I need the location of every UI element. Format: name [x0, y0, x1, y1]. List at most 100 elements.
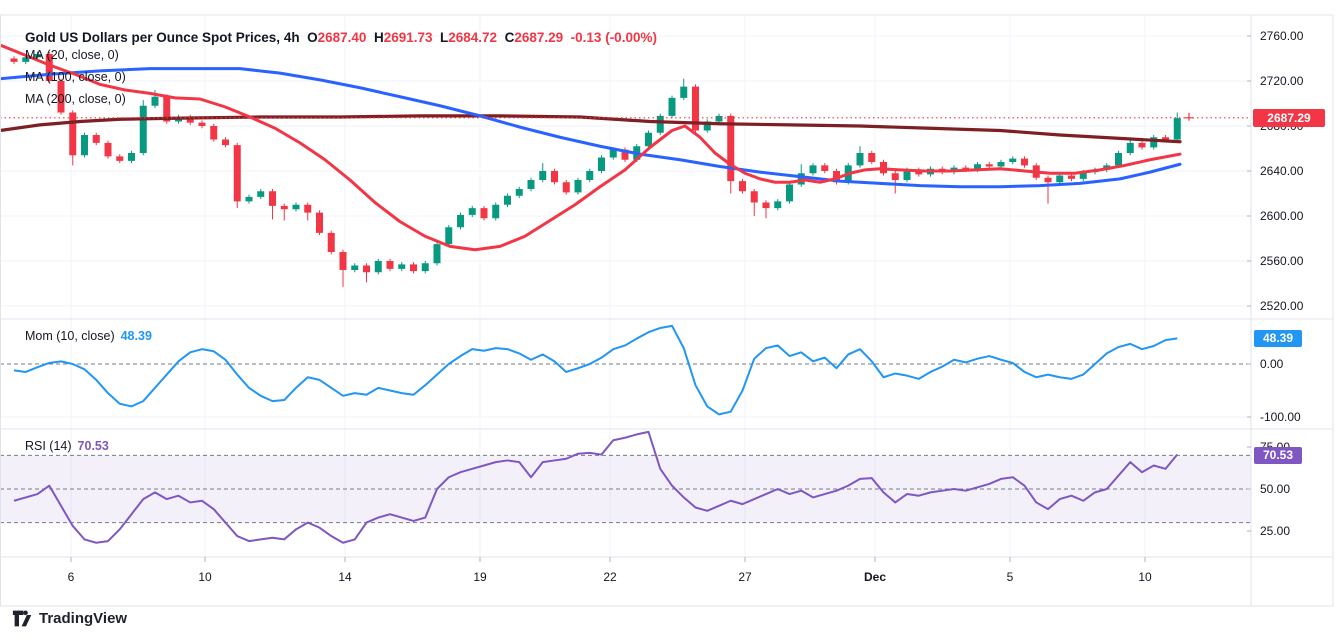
legend-ma200[interactable]: MA (200, close, 0): [25, 92, 126, 106]
candle-body: [715, 115, 723, 122]
ma100-line: [0, 67, 1182, 189]
candle-body: [1115, 153, 1122, 166]
candle-body: [645, 132, 652, 147]
momentum-value: 48.39: [120, 329, 152, 343]
candle-body: [609, 149, 617, 158]
candle-body: [186, 117, 194, 123]
candle-body: [421, 263, 429, 272]
time-axis-label: 19: [473, 570, 487, 584]
candle-body: [551, 171, 558, 183]
candle-body: [750, 191, 758, 203]
candle-body: [398, 264, 406, 269]
candle-body: [621, 149, 629, 160]
candle-body: [774, 201, 782, 209]
candle-body: [668, 97, 676, 116]
candle-body: [410, 264, 417, 272]
time-axis-label: 22: [603, 570, 617, 584]
candle-body: [163, 96, 171, 122]
candle-body: [316, 212, 323, 233]
tradingview-watermark[interactable]: TradingView: [12, 608, 127, 629]
low-value: 2684.72: [448, 30, 498, 45]
time-axis-label: 14: [338, 570, 352, 584]
candle-body: [69, 112, 77, 156]
candle-body: [797, 173, 805, 185]
candle-body: [34, 54, 41, 58]
price-axis-label: 2640.00: [1260, 164, 1304, 178]
candle-body: [903, 169, 911, 180]
candle-body: [1173, 118, 1181, 140]
candle-body: [374, 261, 382, 273]
price-axis-label: 2560.00: [1260, 254, 1304, 268]
candle-body: [233, 145, 241, 202]
ma20-line: [0, 43, 1182, 252]
legend-ma100[interactable]: MA (100, close, 0): [25, 70, 126, 84]
candle-body: [809, 165, 817, 174]
candle-body: [962, 167, 970, 170]
momentum-label: Mom (10, close): [25, 329, 115, 343]
candle-body: [1079, 172, 1087, 179]
candle-body: [269, 191, 276, 206]
candle-body: [739, 181, 746, 192]
candle-body: [45, 54, 53, 81]
tradingview-logo-icon: [12, 610, 32, 627]
rsi-line: [13, 430, 1179, 544]
rsi-legend[interactable]: RSI (14) 70.53: [25, 439, 109, 453]
candle-body: [692, 86, 699, 131]
time-axis-label: 6: [67, 570, 75, 584]
candle-body: [527, 180, 535, 189]
candle-body: [10, 58, 18, 62]
close-value: 2687.29: [514, 30, 564, 45]
candle-body: [727, 115, 735, 182]
candle-body: [504, 195, 511, 205]
candle-body: [468, 208, 476, 215]
time-axis-label: Dec: [863, 570, 887, 584]
price-axis-label: 2520.00: [1260, 299, 1304, 313]
candle-body: [856, 153, 864, 166]
open-label: O: [307, 30, 318, 45]
time-axis-label: 10: [1138, 570, 1152, 584]
candle-body: [363, 265, 370, 273]
candle-body: [22, 57, 30, 62]
candle-body: [116, 156, 124, 161]
momentum-line: [13, 324, 1178, 416]
symbol-title[interactable]: Gold US Dollars per Ounce Spot Prices, 4…: [25, 30, 300, 45]
momentum-legend[interactable]: Mom (10, close) 48.39: [25, 329, 152, 343]
rsi-axis-label: 50.00: [1260, 482, 1291, 496]
candle-body: [198, 122, 206, 126]
candle-body: [974, 164, 981, 170]
candle-body: [222, 139, 229, 146]
candle-body: [280, 205, 288, 210]
candle-body: [1044, 177, 1052, 183]
change-value: -0.13 (-0.00%): [570, 30, 657, 45]
close-label: C: [504, 30, 515, 45]
candle-body: [1009, 158, 1017, 162]
candle-body: [598, 157, 605, 171]
candle-body: [868, 153, 876, 162]
candle-body: [245, 196, 253, 202]
rsi-value: 70.53: [77, 439, 109, 453]
candle-body: [562, 182, 570, 193]
candle-body: [92, 135, 100, 143]
momentum-value-badge: 48.39: [1254, 330, 1302, 348]
candle-body: [680, 86, 688, 98]
open-value: 2687.40: [317, 30, 367, 45]
candle-body: [210, 126, 218, 140]
candle-body: [128, 153, 135, 161]
candle-body: [81, 135, 88, 156]
current-price-badge: 2687.29: [1253, 108, 1325, 127]
rsi-value-badge: 70.53: [1254, 446, 1302, 464]
symbol-header[interactable]: Gold US Dollars per Ounce Spot Prices, 4…: [25, 30, 657, 45]
candle-body: [257, 191, 265, 197]
candle-body: [833, 171, 840, 183]
candle-body: [386, 261, 394, 269]
price-axis-label: 2600.00: [1260, 209, 1304, 223]
candle-body: [292, 204, 300, 210]
time-axis-label: 27: [738, 570, 752, 584]
candle-body: [492, 204, 500, 219]
candle-body: [151, 96, 159, 106]
momentum-axis-label: -100.00: [1260, 410, 1301, 424]
legend-ma20[interactable]: MA (20, close, 0): [25, 48, 119, 62]
price-axis-label: 2720.00: [1260, 74, 1304, 88]
